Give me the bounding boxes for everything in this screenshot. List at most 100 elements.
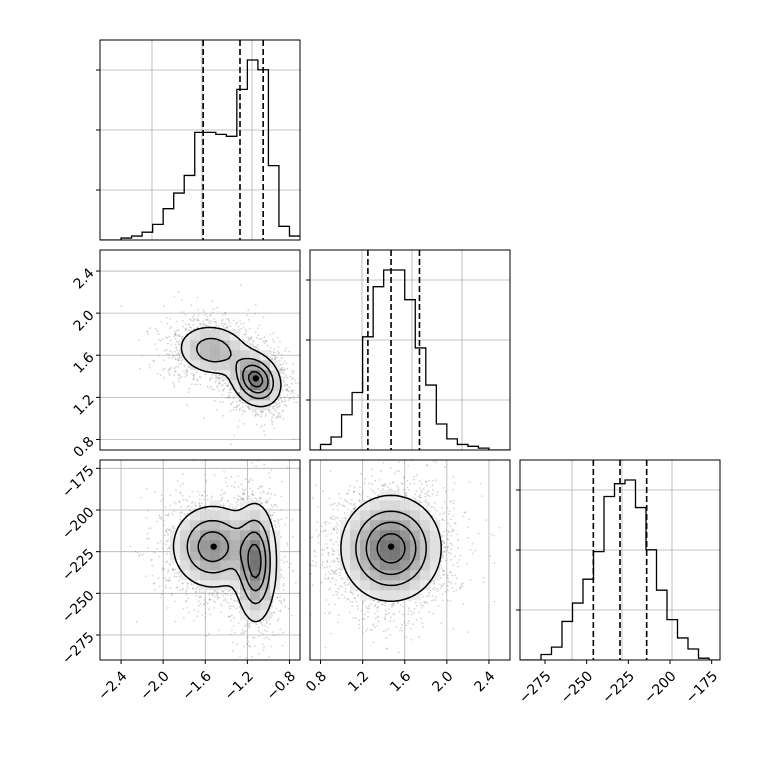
scatter-point — [277, 520, 279, 522]
scatter-point — [274, 634, 276, 637]
scatter-point — [120, 305, 123, 307]
scatter-point — [236, 321, 239, 324]
scatter-point — [276, 356, 278, 359]
scatter-point — [223, 323, 226, 325]
scatter-point — [250, 336, 253, 339]
scatter-point — [244, 328, 247, 331]
scatter-point — [235, 607, 238, 610]
scatter-point — [217, 377, 220, 380]
scatter-point — [216, 591, 219, 593]
scatter-point — [242, 645, 245, 648]
scatter-point — [296, 394, 299, 397]
scatter-point — [256, 327, 259, 329]
scatter-point — [185, 590, 187, 593]
density-cell — [180, 340, 191, 351]
y-tick-label: 2.0 — [71, 308, 98, 335]
scatter-point — [254, 414, 257, 416]
scatter-point — [216, 409, 218, 411]
scatter-panel-row2-col1: 0.81.21.62.02.4 — [71, 249, 301, 461]
scatter-point — [152, 359, 155, 362]
scatter-point — [167, 533, 170, 536]
density-cell — [190, 340, 201, 351]
scatter-point — [159, 374, 162, 376]
scatter-point — [189, 318, 191, 320]
scatter-point — [177, 352, 180, 355]
scatter-point — [195, 595, 197, 597]
plot-area — [100, 460, 300, 660]
scatter-point — [244, 333, 247, 336]
scatter-point — [190, 319, 192, 322]
scatter-point — [292, 569, 295, 572]
scatter-point — [214, 375, 217, 377]
scatter-point — [272, 353, 275, 356]
scatter-point — [186, 368, 188, 371]
scatter-point — [239, 400, 242, 402]
scatter-point — [275, 417, 277, 419]
scatter-point — [223, 387, 226, 390]
scatter-point — [235, 406, 238, 408]
scatter-point — [247, 400, 250, 403]
scatter-point — [257, 487, 260, 490]
density-cell — [240, 370, 251, 381]
scatter-point — [224, 481, 227, 484]
scatter-point — [266, 637, 268, 639]
scatter-point — [282, 584, 285, 587]
scatter-point — [206, 494, 209, 497]
scatter-point — [280, 602, 283, 604]
scatter-point — [197, 600, 200, 603]
scatter-point — [238, 419, 241, 422]
scatter-point — [282, 576, 285, 579]
density-cell — [260, 380, 271, 391]
scatter-point — [215, 322, 218, 325]
scatter-point — [166, 540, 168, 543]
scatter-point — [215, 320, 217, 323]
scatter-point — [176, 480, 179, 482]
density-cell — [260, 390, 271, 401]
scatter-point — [149, 327, 151, 329]
scatter-point — [271, 506, 274, 508]
scatter-point — [205, 479, 208, 482]
scatter-point — [262, 410, 264, 412]
scatter-point — [225, 477, 227, 480]
scatter-point — [270, 419, 273, 421]
scatter-point — [292, 438, 295, 441]
scatter-point — [177, 329, 180, 332]
scatter-point — [172, 569, 174, 572]
scatter-point — [224, 593, 227, 595]
scatter-point — [179, 515, 182, 518]
scatter-point — [223, 599, 226, 602]
scatter-point — [291, 382, 293, 385]
scatter-point — [271, 514, 274, 517]
scatter-panel-row3-col1: −275−250−225−200−175−2.4 −2.0 −1.6 −1.2 −0.8 — [59, 459, 301, 704]
scatter-point — [167, 514, 169, 517]
scatter-point — [168, 356, 171, 359]
scatter-point — [165, 348, 168, 351]
density-cell — [190, 360, 201, 371]
scatter-point — [257, 348, 260, 351]
density-cell — [200, 360, 211, 371]
scatter-point — [251, 479, 254, 482]
scatter-point — [278, 403, 281, 405]
scatter-point — [197, 312, 200, 315]
scatter-point — [162, 569, 165, 571]
scatter-point — [271, 514, 274, 516]
scatter-point — [242, 402, 244, 404]
y-tick-label: 2.4 — [71, 265, 98, 292]
scatter-point — [292, 376, 294, 379]
scatter-point — [177, 359, 180, 362]
scatter-point — [295, 401, 298, 404]
scatter-point — [279, 340, 281, 343]
scatter-point — [205, 319, 208, 321]
scatter-point — [194, 504, 197, 507]
scatter-point — [222, 503, 225, 505]
scatter-point — [262, 316, 265, 319]
scatter-point — [152, 582, 155, 585]
scatter-point — [220, 498, 223, 500]
scatter-point — [186, 371, 189, 374]
scatter-point — [196, 586, 199, 588]
scatter-point — [173, 501, 176, 503]
scatter-point — [195, 591, 198, 594]
scatter-point — [255, 413, 258, 416]
scatter-point — [179, 512, 182, 514]
